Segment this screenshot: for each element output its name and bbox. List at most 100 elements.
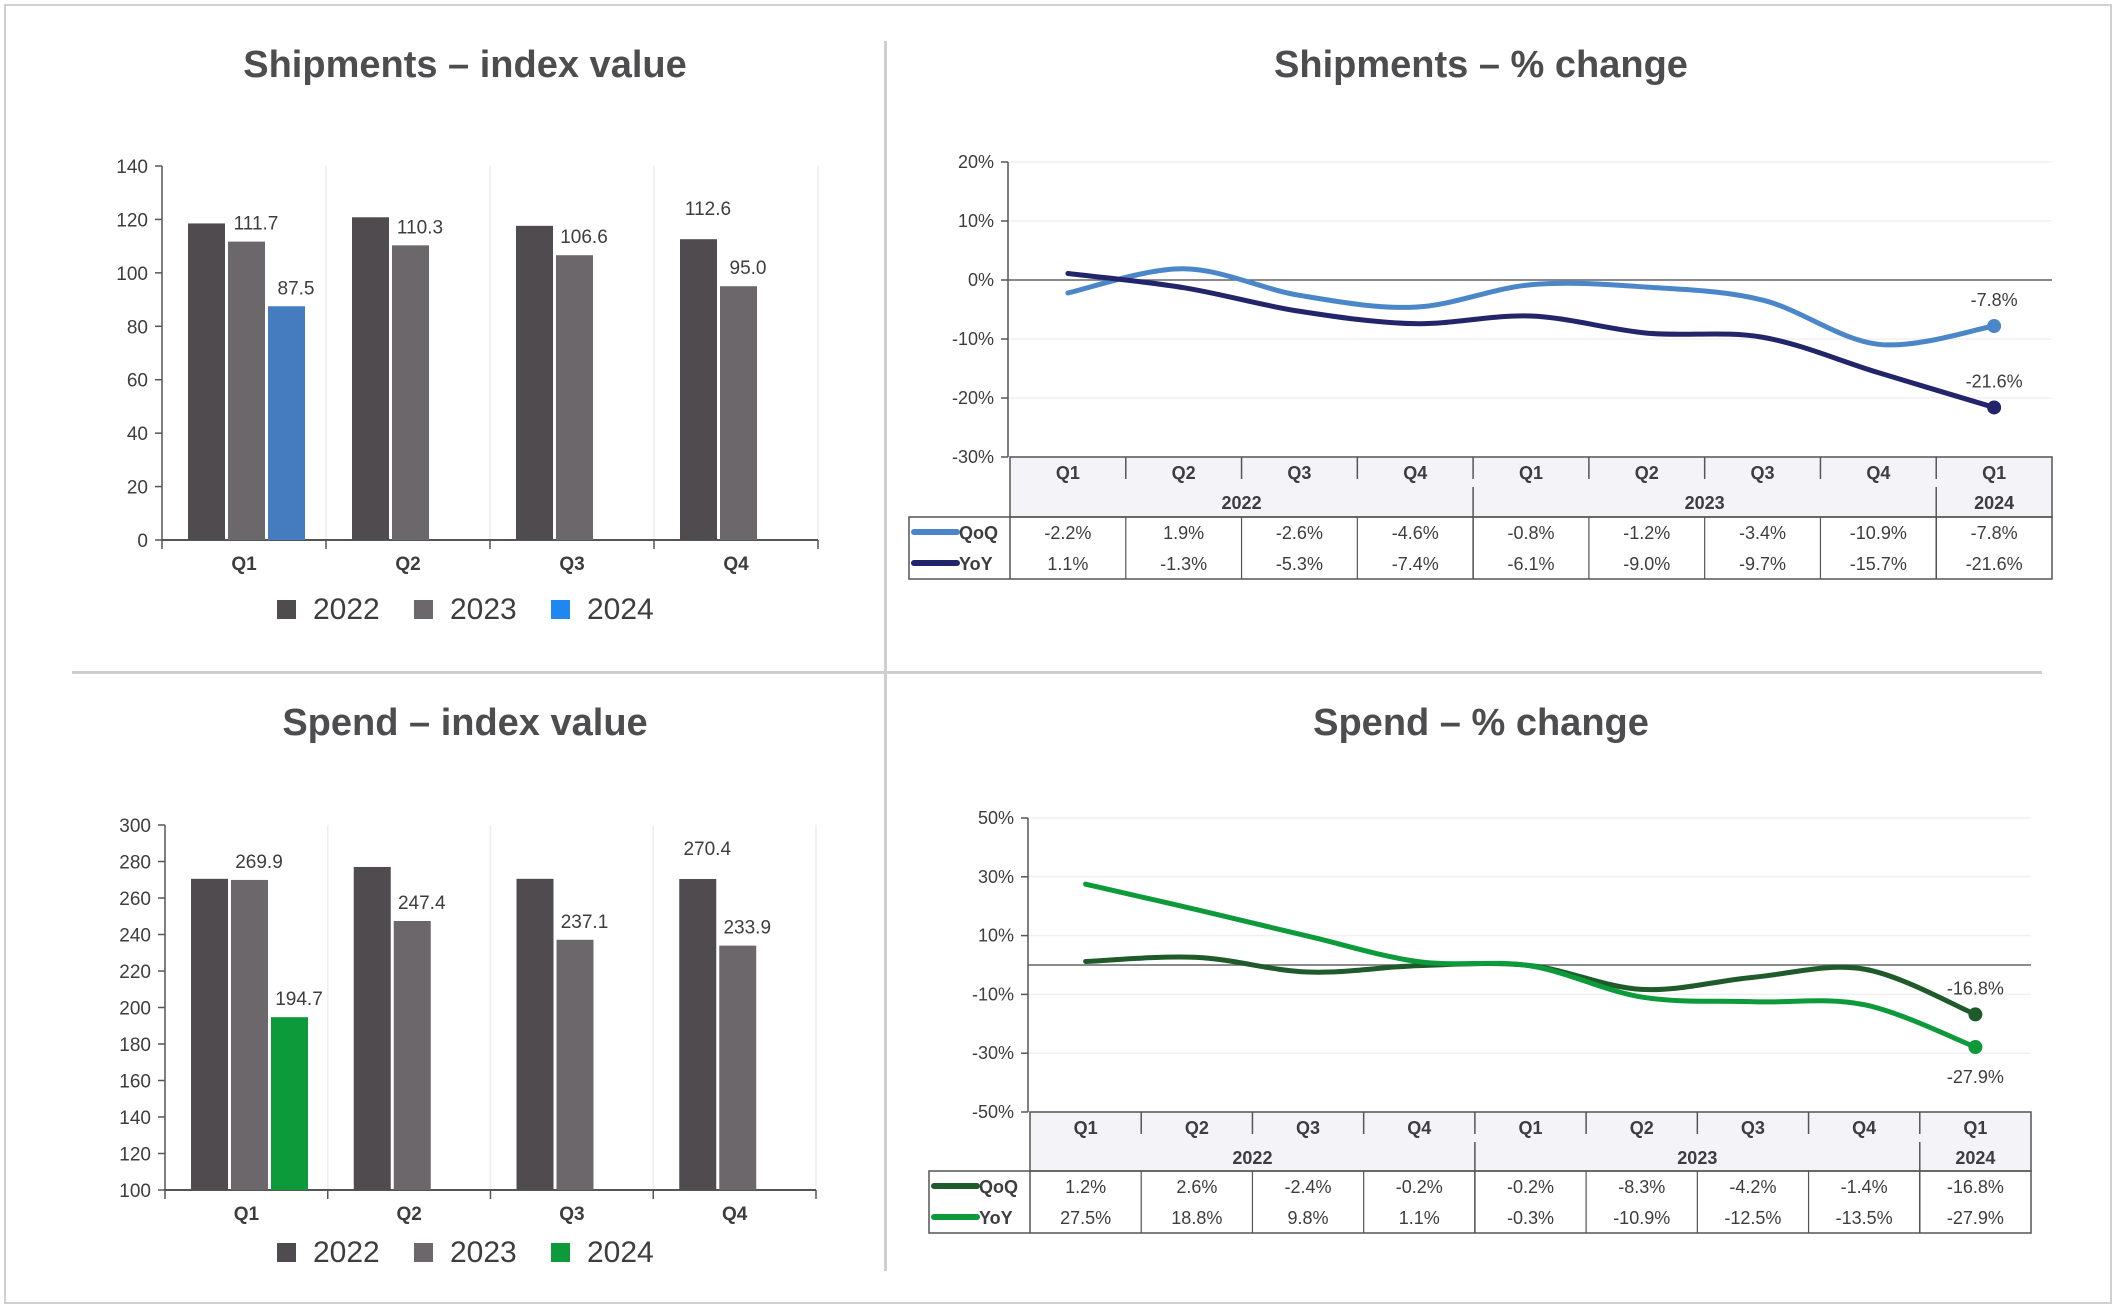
spend-index-title: Spend – index value [282, 702, 648, 744]
table-cell: -2.6% [1276, 523, 1323, 543]
bar-2023-q1 [231, 879, 268, 1190]
bar-2022-q2 [352, 217, 389, 540]
y-tick-label: 180 [119, 1035, 151, 1056]
table-cell: 2.6% [1176, 1177, 1217, 1197]
y-tick-label: 160 [119, 1072, 151, 1093]
table-cell: 18.8% [1171, 1208, 1222, 1228]
year-label: 2022 [1232, 1148, 1272, 1168]
data-label: 95.0 [730, 258, 767, 279]
table-header [1029, 1111, 2032, 1172]
bar-2022-q4 [679, 879, 717, 1190]
data-label: 106.6 [560, 227, 608, 248]
table-cell: -6.1% [1507, 554, 1554, 574]
x-tick-label: Q4 [723, 554, 749, 575]
table-cell: -2.4% [1285, 1177, 1332, 1197]
line-yoy [1065, 271, 1997, 410]
quarter-label: Q3 [1741, 1118, 1765, 1138]
legend-swatch-2023 [414, 1243, 433, 1262]
table-cell: -2.2% [1044, 523, 1091, 543]
table-cell: 1.1% [1399, 1208, 1440, 1228]
table-cell: -7.4% [1392, 554, 1439, 574]
data-label: 112.6 [685, 199, 731, 220]
quarter-label: Q3 [1287, 463, 1311, 483]
quarter-label: Q1 [1056, 463, 1080, 483]
table-cell: -16.8% [1947, 1177, 2004, 1197]
table-cell: -4.2% [1729, 1177, 1776, 1197]
end-label-qoq: -16.8% [1947, 978, 2004, 998]
legend-swatch-2022 [277, 600, 296, 619]
table-cell: -0.8% [1507, 523, 1554, 543]
table-cell: -5.3% [1276, 554, 1323, 574]
data-label: 269.9 [235, 852, 283, 873]
x-tick-label: Q1 [231, 554, 257, 575]
vertical-divider [884, 41, 887, 1271]
y-tick-label: 140 [119, 1108, 151, 1129]
quarter-label: Q1 [1518, 1118, 1542, 1138]
x-tick-label: Q1 [234, 1204, 260, 1225]
table-cell: 1.2% [1065, 1177, 1106, 1197]
line-qoq [1065, 266, 1997, 348]
table-header [1009, 456, 2053, 518]
spend-change-title: Spend – % change [1313, 702, 1649, 744]
legend-label-2023: 2023 [450, 593, 517, 626]
table-cell: -1.4% [1841, 1177, 1888, 1197]
year-label: 2023 [1685, 493, 1725, 513]
line-yoy [1083, 881, 1978, 1050]
y-tick-label: 140 [116, 157, 148, 178]
y-tick-label: 260 [119, 889, 151, 910]
bar-2023-q1 [228, 241, 265, 540]
end-point-yoy [1987, 400, 2002, 415]
table-cell: -0.3% [1507, 1208, 1554, 1228]
data-label: 247.4 [398, 893, 446, 914]
table-cell: -7.8% [1971, 523, 2018, 543]
quarter-label: Q2 [1630, 1118, 1654, 1138]
x-tick-label: Q3 [559, 1204, 584, 1225]
x-tick-label: Q3 [559, 554, 584, 575]
y-tick-label: 20% [958, 152, 994, 172]
legend-label-2024: 2024 [587, 593, 654, 626]
y-tick-label: 80 [127, 317, 148, 338]
table-cell: 1.1% [1047, 554, 1088, 574]
legend-label-qoq: QoQ [979, 1177, 1018, 1197]
shipments-index-title: Shipments – index value [243, 44, 687, 86]
y-tick-label: -20% [952, 388, 994, 408]
quarter-label: Q4 [1403, 463, 1427, 483]
table-cell: -1.2% [1623, 523, 1670, 543]
bar-2022-q4 [680, 239, 717, 540]
bar-2022-q3 [516, 878, 554, 1190]
bar-2024-q1 [271, 1017, 308, 1190]
y-tick-label: 120 [116, 210, 148, 231]
bar-2023-q4 [720, 286, 757, 540]
y-tick-label: 10% [958, 211, 994, 231]
quarter-label: Q2 [1635, 463, 1659, 483]
y-tick-label: 280 [119, 853, 151, 874]
table-cell: -0.2% [1507, 1177, 1554, 1197]
bar-2023-q2 [392, 245, 429, 540]
bar-2022-q1 [188, 223, 225, 540]
table-cell: -4.6% [1392, 523, 1439, 543]
dashboard-frame [4, 4, 2112, 1304]
quarter-label: Q2 [1185, 1118, 1209, 1138]
quarter-label: Q2 [1172, 463, 1196, 483]
table-cell: -9.7% [1739, 554, 1786, 574]
table-cell: -21.6% [1966, 554, 2023, 574]
table-cell: -10.9% [1613, 1208, 1670, 1228]
quarter-label: Q3 [1296, 1118, 1320, 1138]
y-tick-label: -50% [972, 1102, 1014, 1122]
legend-label-yoy: YoY [979, 1208, 1013, 1228]
y-tick-label: 100 [119, 1181, 151, 1202]
legend-label-qoq: QoQ [959, 523, 998, 543]
table-cell: -8.3% [1618, 1177, 1665, 1197]
y-tick-label: 300 [119, 816, 151, 837]
table-cell: -12.5% [1724, 1208, 1781, 1228]
x-tick-label: Q2 [395, 554, 420, 575]
x-tick-label: Q2 [396, 1204, 421, 1225]
quarter-label: Q1 [1963, 1118, 1987, 1138]
bar-2023-q3 [556, 255, 593, 540]
bar-2023-q4 [719, 945, 757, 1190]
data-label: 87.5 [278, 278, 315, 299]
y-tick-label: 200 [119, 999, 151, 1020]
y-tick-label: 50% [978, 808, 1014, 828]
year-label: 2024 [1955, 1148, 1995, 1168]
